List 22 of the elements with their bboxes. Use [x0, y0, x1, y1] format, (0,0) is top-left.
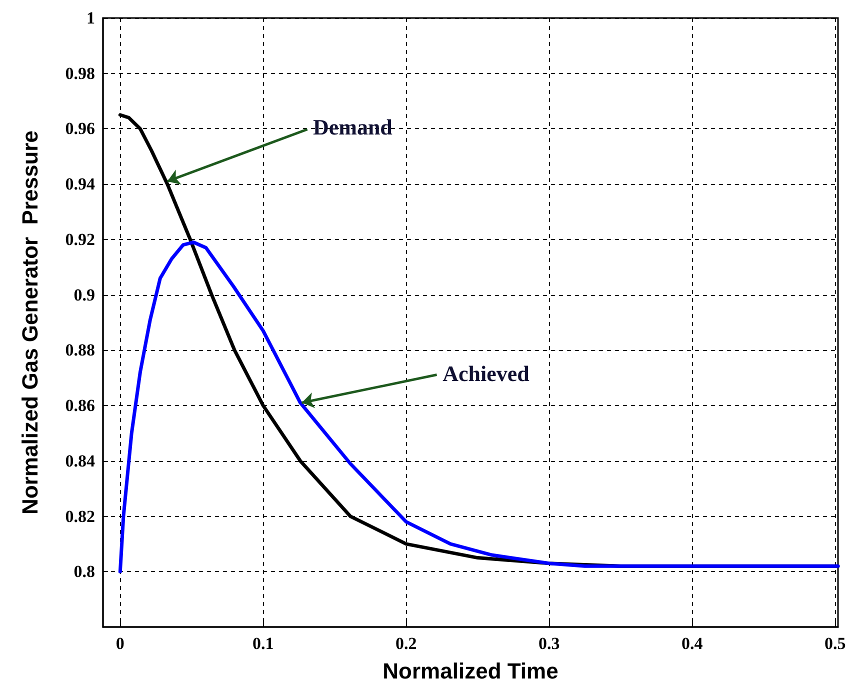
y-tick-label: 1 [86, 8, 95, 28]
y-tick-label: 0.96 [65, 119, 95, 138]
y-tick-label: 0.94 [65, 174, 96, 194]
y-tick-label: 0.82 [65, 506, 95, 526]
x-tick-label: 0.5 [824, 634, 846, 653]
y-tick-label: 0.92 [65, 230, 95, 249]
annotation: Demand [312, 114, 392, 140]
x-tick-label: 0.4 [682, 634, 704, 653]
y-tick-label: 0.84 [65, 451, 96, 470]
y-tick-label: 0.9 [74, 285, 95, 304]
x-axis-title: Normalized Time [382, 658, 558, 684]
y-tick-label: 0.98 [65, 64, 95, 83]
x-tick-label: 0.3 [538, 634, 560, 653]
x-tick-label: 0.2 [396, 634, 417, 653]
x-tick-label: 0 [116, 634, 124, 653]
y-tick-label: 0.88 [65, 340, 95, 360]
annotation: Achieved [442, 361, 530, 386]
y-axis-title: Normalized Gas Generator Pressure [18, 130, 42, 514]
y-tick-label: 0.8 [74, 562, 95, 582]
line-series [118, 240, 840, 574]
x-tick-label: 0.1 [252, 634, 274, 653]
y-tick-label: 0.86 [65, 396, 95, 416]
